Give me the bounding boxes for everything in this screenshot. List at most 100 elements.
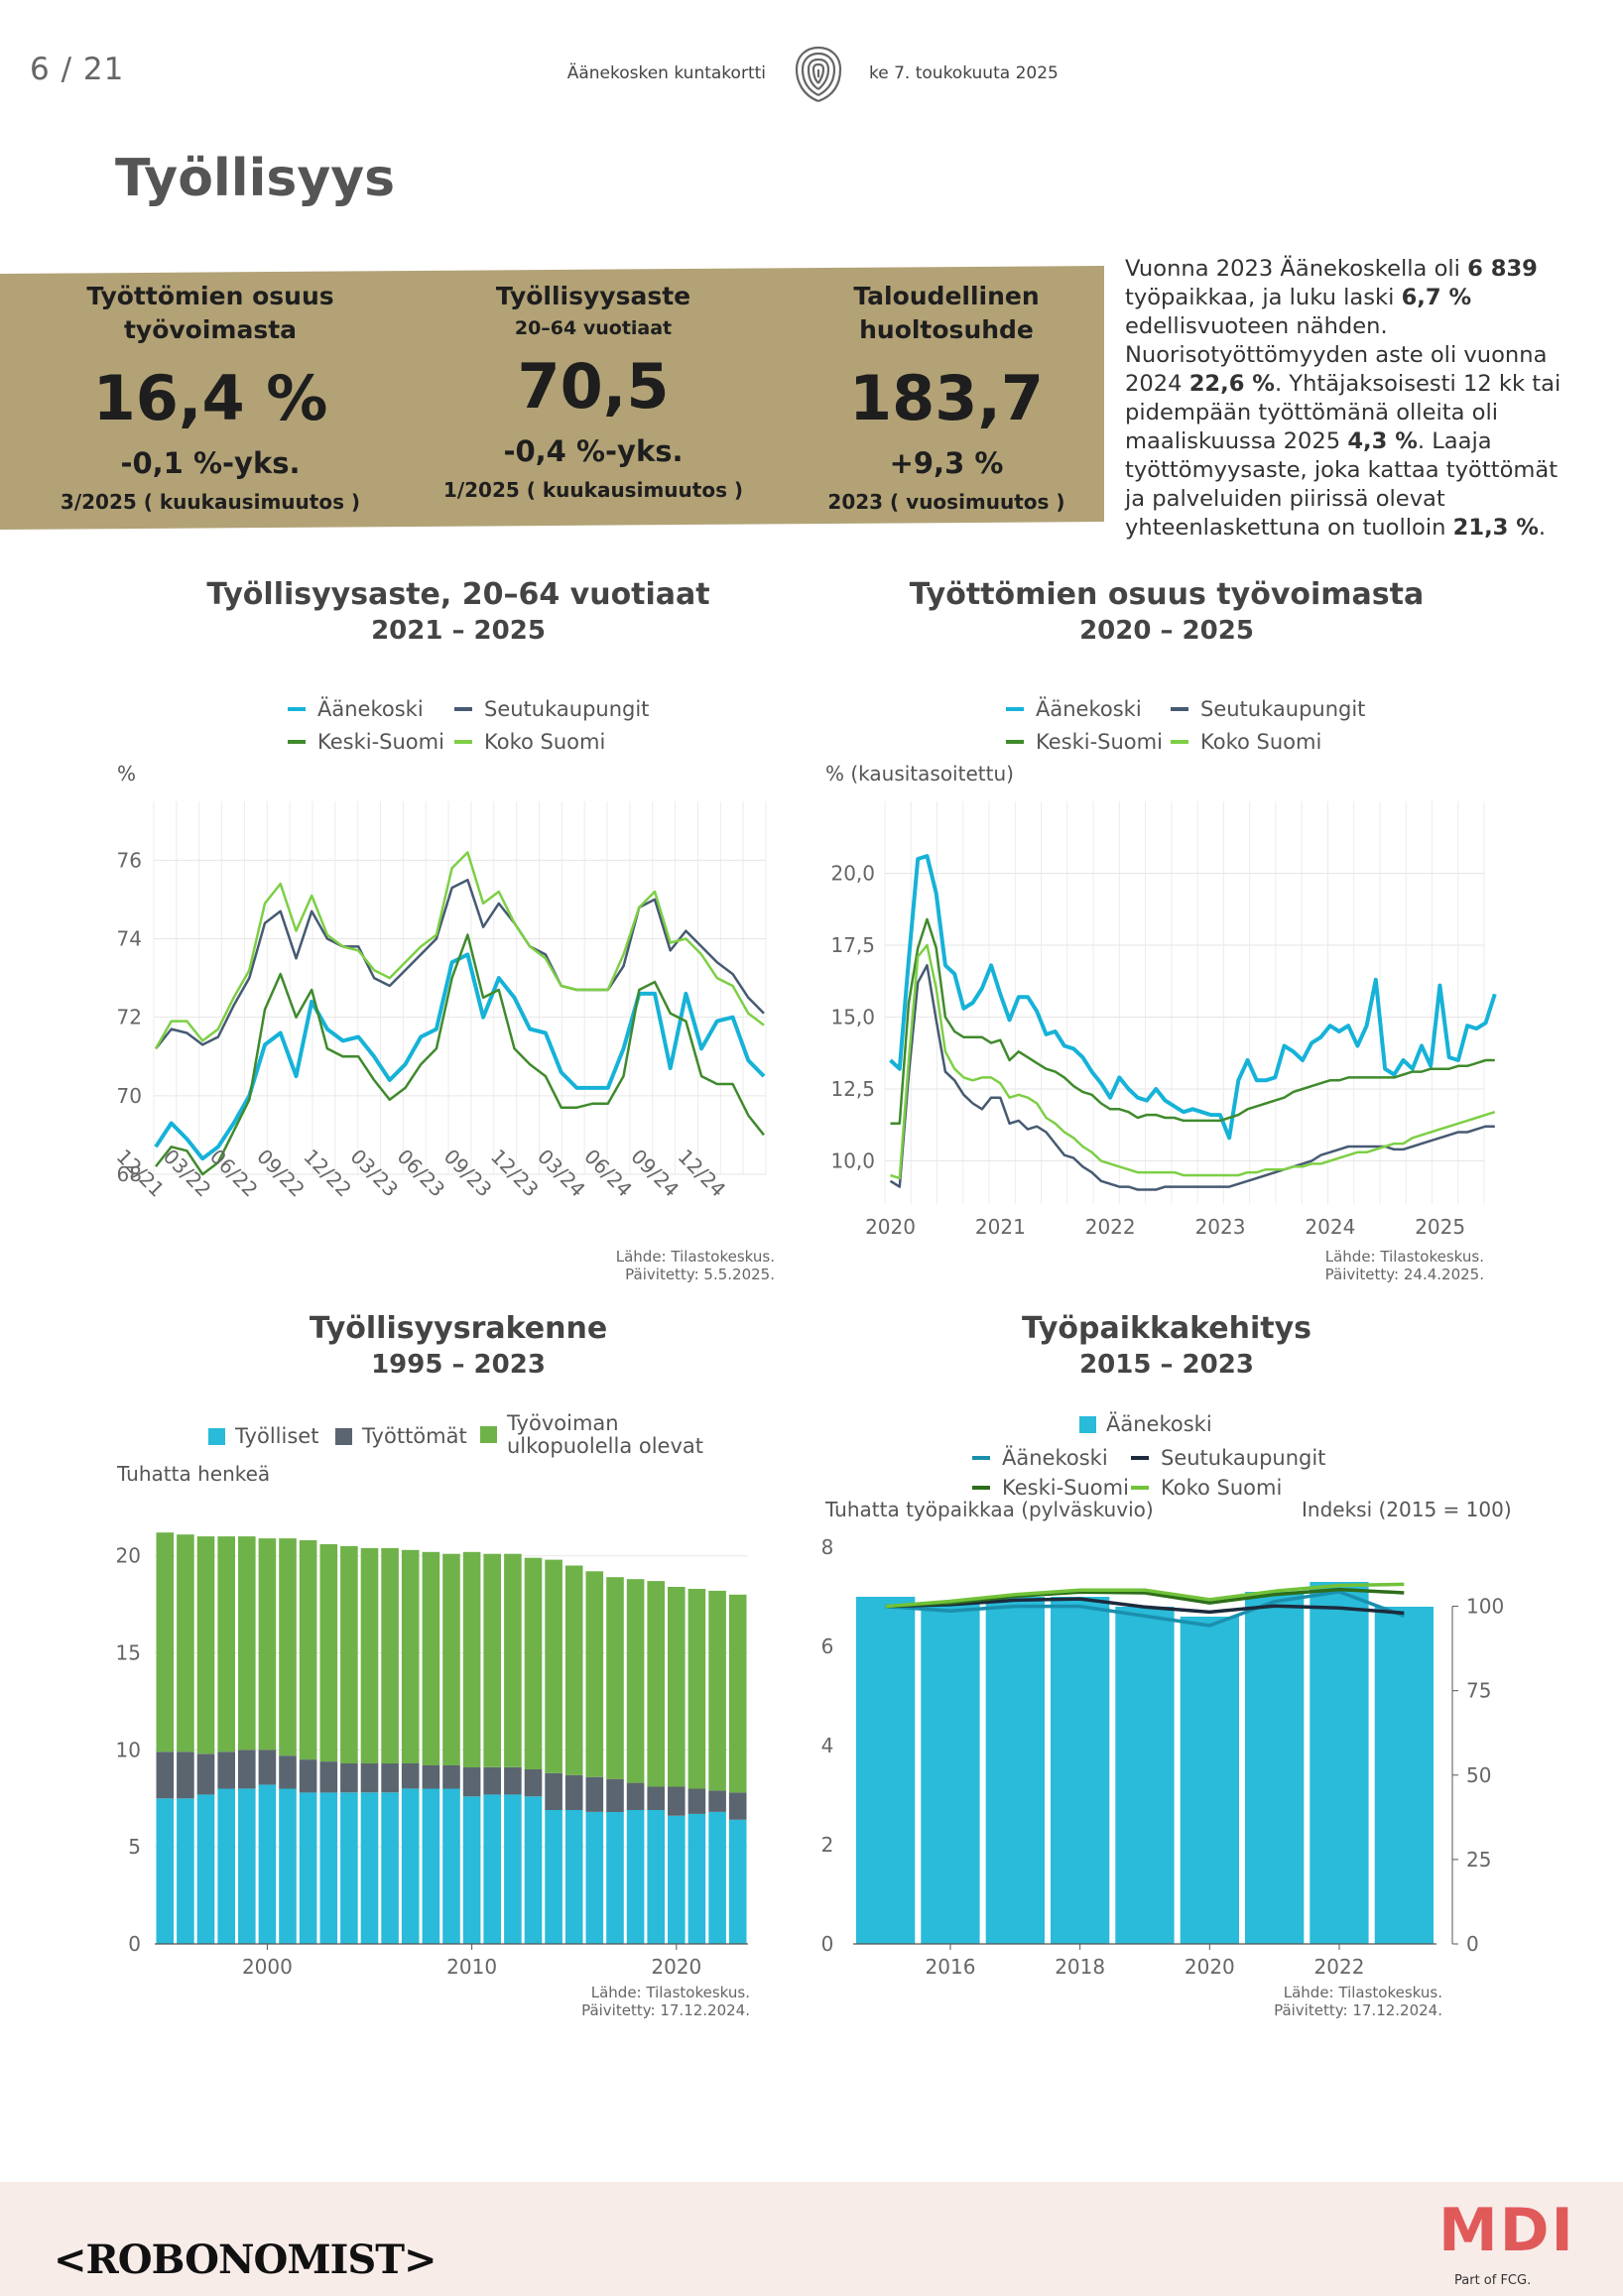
legend-item-aanekoski: Äänekoski	[288, 697, 424, 721]
y-tick-label: 12,5	[830, 1077, 875, 1101]
x-tick-label: 2020	[865, 1215, 916, 1239]
chart2-source: Lähde: Tilastokeskus. Päivitetty: 24.4.20…	[1324, 1248, 1484, 1283]
bar-aanekoski-2018	[1051, 1597, 1110, 1944]
bar-aanekoski-2023	[1374, 1607, 1434, 1944]
series-line-Koko Suomi	[154, 851, 765, 1049]
bar-Työttömät-1997	[196, 1753, 215, 1795]
document-date: ke 7. toukokuuta 2025	[869, 63, 1059, 83]
bar-Työlliset-2023	[728, 1819, 747, 1944]
bar-Työvoiman ulkopuolella olevat-2001	[279, 1538, 297, 1756]
bar-Työlliset-2022	[708, 1812, 726, 1944]
bar-Työlliset-2008	[422, 1788, 440, 1944]
bar-Työvoiman ulkopuolella olevat-2010	[462, 1551, 481, 1767]
bar-Työlliset-2000	[258, 1784, 277, 1944]
y-right-tick-label: 50	[1466, 1763, 1491, 1787]
bar-Työttömät-2013	[524, 1768, 543, 1797]
legend-item-keski-suomi: Keski-Suomi	[972, 1476, 1129, 1500]
y-tick-label: 0	[128, 1932, 141, 1956]
bar-Työlliset-2020	[668, 1815, 686, 1944]
kpi-value: 70,5	[517, 350, 670, 423]
bar-Työlliset-2003	[319, 1792, 338, 1944]
y-tick-label: 0	[821, 1932, 834, 1956]
y-right-tick-label: 25	[1466, 1848, 1491, 1872]
bar-Työlliset-1995	[156, 1798, 175, 1944]
kpi-sublabel: 20–64 vuotiaat	[514, 317, 673, 339]
series-line-Äänekoski	[154, 952, 766, 1161]
legend-item-keski-suomi: Keski-Suomi	[1006, 730, 1163, 754]
bar-Työvoiman ulkopuolella olevat-2011	[483, 1553, 501, 1767]
x-tick-label: 03/23	[345, 1145, 403, 1202]
bar-Työttömät-2022	[708, 1790, 726, 1812]
bar-Työvoiman ulkopuolella olevat-1997	[196, 1536, 215, 1754]
chart4-heading: Työpaikkakehitys 2015 – 2023	[819, 1311, 1514, 1380]
bar-Työlliset-2012	[504, 1794, 522, 1944]
kpi-value: 183,7	[848, 362, 1045, 434]
legend-item-koko-suomi: Koko Suomi	[1171, 730, 1321, 754]
y-right-tick-label: 0	[1466, 1932, 1479, 1956]
chart4-ylabel-right: Indeksi (2015 = 100)	[1302, 1498, 1512, 1521]
bar-Työlliset-2016	[585, 1812, 604, 1944]
bar-Työttömät-2007	[401, 1763, 420, 1789]
legend-item-seutukaupungit: Seutukaupungit	[1131, 1446, 1325, 1470]
chart1-ylabel: %	[117, 762, 137, 785]
x-tick-label: 12/24	[674, 1145, 731, 1202]
legend-item-aanekoski-bars: Äänekoski	[1079, 1412, 1212, 1436]
bar-Työvoiman ulkopuolella olevat-2000	[258, 1538, 277, 1751]
chart1-heading: Työllisyysaste, 20–64 vuotiaat 2021 – 20…	[111, 577, 806, 646]
y-tick-label: 6	[821, 1634, 834, 1658]
chart2-ylabel: % (kausitasoitettu)	[825, 762, 1014, 785]
x-tick-label: 2020	[1185, 1955, 1235, 1979]
bar-Työvoiman ulkopuolella olevat-2005	[360, 1547, 379, 1764]
bar-Työlliset-2007	[401, 1788, 420, 1944]
bar-Työlliset-2021	[687, 1813, 706, 1944]
bar-Työvoiman ulkopuolella olevat-1995	[156, 1532, 175, 1752]
legend-item-tyolliset: Työlliset	[208, 1424, 318, 1448]
x-tick-label: 12/22	[299, 1145, 356, 1202]
legend-item-aanekoski: Äänekoski	[1006, 697, 1142, 721]
x-tick-label: 2018	[1055, 1955, 1105, 1979]
bar-Työvoiman ulkopuolella olevat-2021	[687, 1589, 706, 1789]
bar-Työlliset-2004	[340, 1792, 358, 1944]
kpi-change: +9,3 %	[889, 446, 1004, 480]
legend-item-aanekoski: Äänekoski	[972, 1446, 1108, 1470]
x-tick-label: 2025	[1415, 1215, 1465, 1239]
y-tick-label: 15,0	[830, 1006, 875, 1029]
chart4-ylabel: Tuhatta työpaikkaa (pylväskuvio)	[825, 1498, 1154, 1521]
bar-Työvoiman ulkopuolella olevat-1996	[177, 1534, 194, 1752]
chart3-heading: Työllisyysrakenne 1995 – 2023	[111, 1311, 806, 1380]
index-line-Äänekoski	[885, 1590, 1405, 1628]
bar-Työttömät-2021	[687, 1788, 706, 1814]
bar-Työlliset-1999	[238, 1788, 256, 1944]
bar-Työlliset-2010	[462, 1796, 481, 1944]
y-right-tick-label: 100	[1466, 1595, 1504, 1619]
legend-item-seutukaupungit: Seutukaupungit	[454, 697, 649, 721]
bar-Työlliset-2013	[524, 1796, 543, 1944]
employment-structure-chart: 0 5 10 15 20 2000 2010 2020	[116, 1532, 748, 1979]
series-line-Koko Suomi	[890, 943, 1496, 1180]
series-line-Seutukaupungit	[155, 878, 765, 1050]
chart-title: Työllisyysrakenne	[309, 1311, 608, 1346]
series-line-Seutukaupungit	[889, 964, 1495, 1191]
bar-Työvoiman ulkopuolella olevat-2018	[626, 1579, 645, 1783]
bar-Työvoiman ulkopuolella olevat-2007	[401, 1549, 420, 1763]
bar-Työlliset-2011	[483, 1794, 501, 1944]
robonomist-logo: <ROBONOMIST>	[54, 2236, 437, 2283]
chart3-ylabel: Tuhatta henkeä	[117, 1462, 271, 1486]
bar-Työlliset-2006	[381, 1792, 399, 1944]
kpi-label: Työllisyysaste	[495, 282, 691, 310]
x-tick-label: 2020	[651, 1955, 701, 1979]
document-title: Äänekosken kuntakortti	[566, 63, 766, 83]
index-line-Koko Suomi	[885, 1582, 1405, 1609]
bar-Työvoiman ulkopuolella olevat-2002	[299, 1540, 317, 1760]
mdi-logo: MDI	[1438, 2196, 1575, 2265]
kpi-change: -0,1 %-yks.	[120, 446, 301, 480]
legend-item-ulkopuolella: Työvoiman ulkopuolella olevat	[480, 1412, 708, 1458]
y-tick-label: 15	[116, 1641, 141, 1665]
kpi-period: 1/2025 ( kuukausimuutos )	[442, 478, 744, 502]
index-line-Seutukaupungit	[885, 1597, 1405, 1616]
legend-item-tyottomat: Työttömät	[335, 1424, 467, 1448]
kpi-dependency-ratio: Taloudellinen huoltosuhde 183,7 +9,3 % 2…	[768, 280, 1125, 514]
x-tick-label: 2022	[1085, 1215, 1136, 1239]
bar-Työlliset-2009	[442, 1788, 460, 1944]
bar-Työttömät-2006	[381, 1763, 399, 1793]
